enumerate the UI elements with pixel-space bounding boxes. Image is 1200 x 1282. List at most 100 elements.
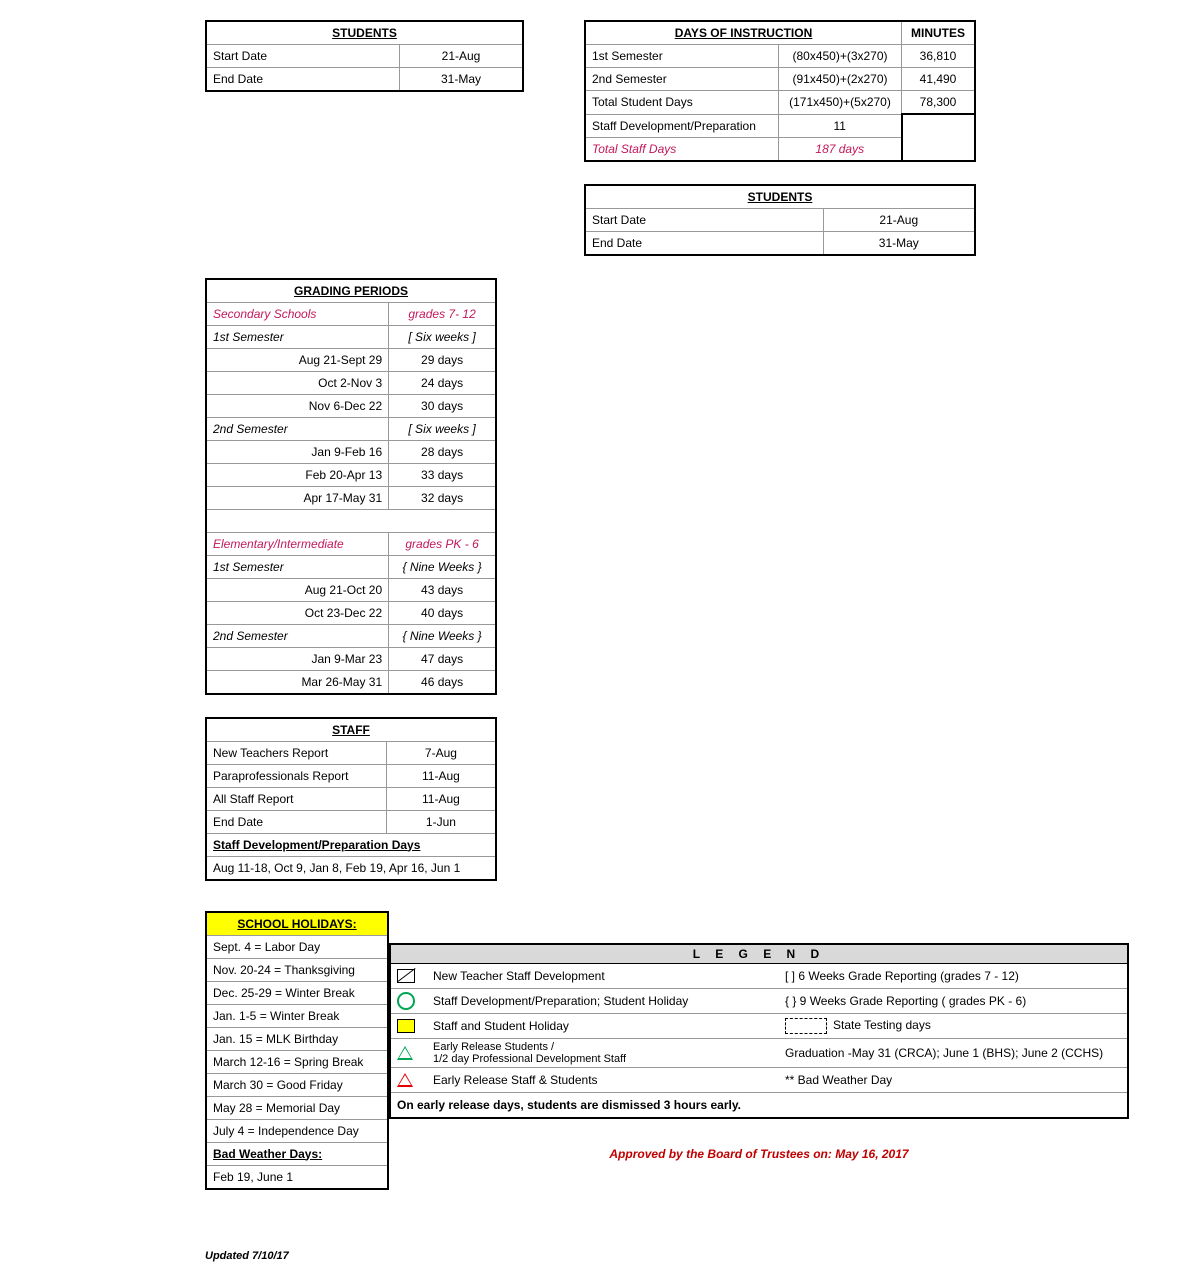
grading-esem1-l: 1st Semester [206, 555, 389, 578]
grading-s1r2c1: 30 days [389, 394, 496, 417]
legend-table: L E G E N D New Teacher Staff Developmen… [389, 943, 1129, 1119]
grading-esem2-l: 2nd Semester [206, 624, 389, 647]
grading-s1r1c0: Oct 2-Nov 3 [206, 371, 389, 394]
legend-r2: State Testing days [833, 1018, 931, 1032]
legend-r1: { } 9 Weeks Grade Reporting ( grades PK … [779, 988, 1128, 1013]
hol-1: Nov. 20-24 = Thanksgiving [206, 958, 388, 981]
students2-title: STUDENTS [585, 185, 975, 209]
doi-title: DAYS OF INSTRUCTION [585, 21, 902, 45]
students2-r1c1: 31-May [823, 231, 975, 255]
grading-s1r0c0: Aug 21-Sept 29 [206, 348, 389, 371]
holidays-title: SCHOOL HOLIDAYS: [206, 912, 388, 936]
staff-r1c0: Paraprofessionals Report [206, 764, 386, 787]
doi-sd-val: 11 [779, 114, 902, 137]
legend-r0: [ ] 6 Weeks Grade Reporting (grades 7 - … [779, 963, 1128, 988]
doi-r0c2: 36,810 [902, 45, 976, 68]
grading-s2r0c0: Jan 9-Feb 16 [206, 440, 389, 463]
grading-es2r1c0: Mar 26-May 31 [206, 670, 389, 694]
grading-s1r0c1: 29 days [389, 348, 496, 371]
hol-7: May 28 = Memorial Day [206, 1096, 388, 1119]
students1-r1c1: 31-May [400, 68, 524, 92]
approved-text: Approved by the Board of Trustees on: Ma… [389, 1147, 1129, 1161]
grading-sec-l: Secondary Schools [206, 302, 389, 325]
staff-r0c1: 7-Aug [386, 741, 496, 764]
legend-sym-tri-r [397, 1073, 413, 1087]
grading-sem1-p: [ Six weeks ] [389, 325, 496, 348]
students1-r0c1: 21-Aug [400, 45, 524, 68]
grading-es2r1c1: 46 days [389, 670, 496, 694]
staff-sdp-title: Staff Development/Preparation Days [206, 833, 496, 856]
grading-esem2-p: { Nine Weeks } [389, 624, 496, 647]
doi-ts-label: Total Staff Days [585, 137, 779, 161]
staff-r3c0: End Date [206, 810, 386, 833]
grading-es1r1c0: Oct 23-Dec 22 [206, 601, 389, 624]
doi-table: DAYS OF INSTRUCTION MINUTES 1st Semester… [584, 20, 976, 162]
legend-sym-dash [785, 1018, 827, 1034]
hol-3: Jan. 1-5 = Winter Break [206, 1004, 388, 1027]
students1-title: STUDENTS [206, 21, 523, 45]
grading-sem1-l: 1st Semester [206, 325, 389, 348]
grading-s2r0c1: 28 days [389, 440, 496, 463]
grading-title: GRADING PERIODS [206, 279, 496, 303]
grading-es2r0c1: 47 days [389, 647, 496, 670]
grading-s2r2c0: Apr 17-May 31 [206, 486, 389, 509]
grading-esem1-p: { Nine Weeks } [389, 555, 496, 578]
legend-l3: Early Release Students / 1/2 day Profess… [427, 1038, 779, 1067]
grading-s2r2c1: 32 days [389, 486, 496, 509]
legend-l0: New Teacher Staff Development [427, 963, 779, 988]
legend-sym-yellow [397, 1019, 415, 1033]
hol-bw-title: Bad Weather Days: [206, 1142, 388, 1165]
students1-r0c0: Start Date [206, 45, 400, 68]
updated-text: Updated 7/10/17 [205, 1250, 1200, 1262]
legend-sym-circle [397, 992, 415, 1010]
grading-sem2-l: 2nd Semester [206, 417, 389, 440]
hol-0: Sept. 4 = Labor Day [206, 935, 388, 958]
students2-r1c0: End Date [585, 231, 823, 255]
grading-s2r1c1: 33 days [389, 463, 496, 486]
legend-l4: Early Release Staff & Students [427, 1067, 779, 1092]
grading-s2r1c0: Feb 20-Apr 13 [206, 463, 389, 486]
doi-r2c2: 78,300 [902, 91, 976, 115]
staff-r2c0: All Staff Report [206, 787, 386, 810]
legend-title: L E G E N D [390, 944, 1128, 964]
doi-min-title: MINUTES [902, 21, 976, 45]
students-table-1: STUDENTS Start Date 21-Aug End Date 31-M… [205, 20, 524, 92]
staff-r1c1: 11-Aug [386, 764, 496, 787]
grading-s1r1c1: 24 days [389, 371, 496, 394]
doi-r1c2: 41,490 [902, 68, 976, 91]
staff-r2c1: 11-Aug [386, 787, 496, 810]
staff-r0c0: New Teachers Report [206, 741, 386, 764]
grading-elem-r: grades PK - 6 [389, 532, 496, 555]
doi-ts-val: 187 days [779, 137, 902, 161]
students2-r0c1: 21-Aug [823, 208, 975, 231]
hol-bw: Feb 19, June 1 [206, 1165, 388, 1189]
students2-r0c0: Start Date [585, 208, 823, 231]
doi-r1c1: (91x450)+(2x270) [779, 68, 902, 91]
staff-title: STAFF [206, 718, 496, 742]
legend-r3: Graduation -May 31 (CRCA); June 1 (BHS);… [779, 1038, 1128, 1067]
doi-r1c0: 2nd Semester [585, 68, 779, 91]
grading-es1r0c1: 43 days [389, 578, 496, 601]
grading-es1r1c1: 40 days [389, 601, 496, 624]
grading-es1r0c0: Aug 21-Oct 20 [206, 578, 389, 601]
legend-l1: Staff Development/Preparation; Student H… [427, 988, 779, 1013]
doi-r2c0: Total Student Days [585, 91, 779, 115]
students-table-2: STUDENTS Start Date 21-Aug End Date 31-M… [584, 184, 976, 256]
hol-5: March 12-16 = Spring Break [206, 1050, 388, 1073]
legend-early-note: On early release days, students are dism… [390, 1092, 1128, 1118]
hol-2: Dec. 25-29 = Winter Break [206, 981, 388, 1004]
hol-6: March 30 = Good Friday [206, 1073, 388, 1096]
hol-8: July 4 = Independence Day [206, 1119, 388, 1142]
legend-l2: Staff and Student Holiday [427, 1013, 779, 1038]
staff-r3c1: 1-Jun [386, 810, 496, 833]
grading-es2r0c0: Jan 9-Mar 23 [206, 647, 389, 670]
legend-r4: ** Bad Weather Day [779, 1067, 1128, 1092]
doi-r0c1: (80x450)+(3x270) [779, 45, 902, 68]
grading-s1r2c0: Nov 6-Dec 22 [206, 394, 389, 417]
holidays-table: SCHOOL HOLIDAYS: Sept. 4 = Labor Day Nov… [205, 911, 389, 1190]
students1-r1c0: End Date [206, 68, 400, 92]
staff-sdp-dates: Aug 11-18, Oct 9, Jan 8, Feb 19, Apr 16,… [206, 856, 496, 880]
grading-sec-r: grades 7- 12 [389, 302, 496, 325]
doi-sd-label: Staff Development/Preparation [585, 114, 779, 137]
legend-sym-slash [397, 969, 415, 983]
